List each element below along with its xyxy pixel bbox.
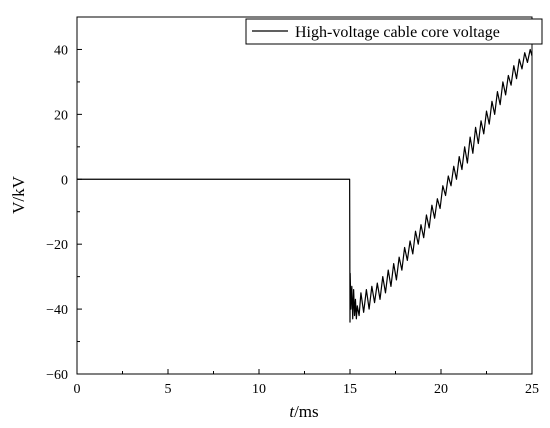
y-tick-label: −20 — [46, 238, 68, 253]
series-line-cable-core-voltage — [77, 48, 533, 323]
y-tick-label: −40 — [46, 303, 68, 318]
x-tick-label: 20 — [434, 382, 448, 397]
legend: High-voltage cable core voltage — [245, 18, 543, 45]
x-axis-title-unit: /ms — [294, 402, 319, 421]
y-axis-title: V/kV — [9, 175, 28, 214]
x-axis-title: t/ms — [289, 402, 318, 421]
x-tick-label: 15 — [343, 382, 357, 397]
x-tick-label: 25 — [525, 382, 539, 397]
x-tick-label: 5 — [165, 382, 172, 397]
legend-label: High-voltage cable core voltage — [295, 24, 500, 41]
plot-frame — [76, 16, 533, 375]
y-tick-label: 20 — [54, 108, 68, 123]
x-tick-label: 0 — [74, 382, 81, 397]
y-tick-label: −60 — [46, 368, 68, 383]
x-axis-title-italic: t — [289, 402, 295, 421]
x-tick-label: 10 — [252, 382, 266, 397]
ticks-layer: 0 5 10 15 20 25 −60 −40 −20 0 20 40 — [46, 16, 539, 397]
legend-box — [245, 18, 543, 45]
y-tick-label: 0 — [61, 173, 68, 188]
y-tick-label: 40 — [54, 43, 68, 58]
